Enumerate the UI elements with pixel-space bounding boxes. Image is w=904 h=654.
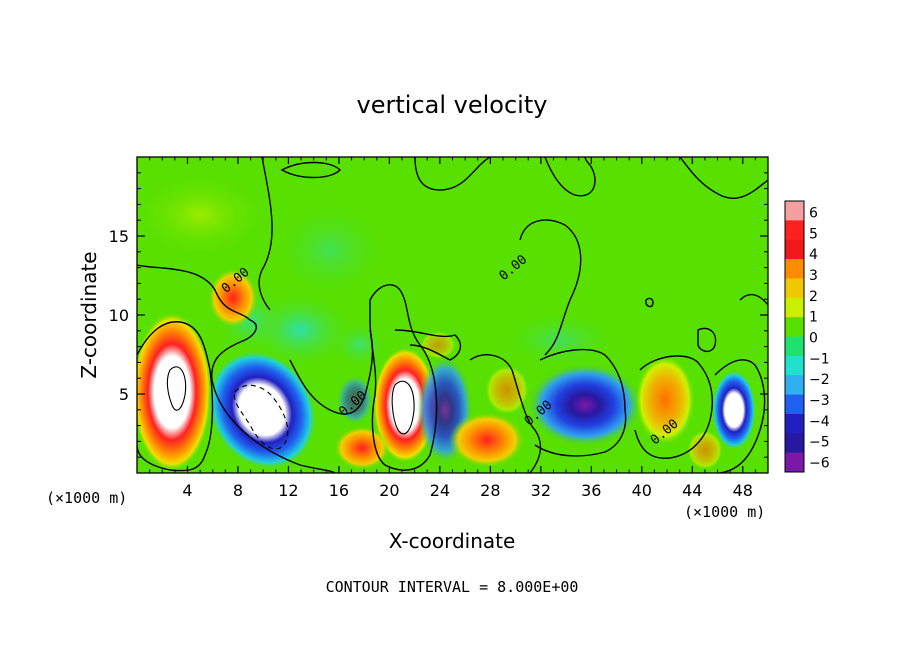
inner-contours	[166, 366, 415, 435]
colorbar-swatch	[785, 317, 804, 337]
updraft-cell	[334, 426, 390, 470]
colorbar-swatch	[785, 355, 804, 376]
updraft-cell	[420, 331, 456, 359]
colorbar-swatch	[785, 336, 804, 357]
x-tick-label: 24	[430, 481, 450, 500]
updraft-cell	[687, 430, 723, 470]
colorbar-tick-label: 0	[809, 331, 818, 347]
updraft-cell	[449, 412, 525, 468]
colorbar-frame	[784, 200, 805, 473]
colorbar-swatch	[785, 375, 804, 396]
x-tick-label: 40	[632, 481, 652, 500]
x-tick-label: 28	[480, 481, 500, 500]
x-tick-label: 12	[278, 481, 298, 500]
colorbar-swatch	[785, 413, 804, 434]
colorbar-tick-label: −2	[809, 372, 830, 388]
field-shade	[137, 170, 270, 260]
field-shade	[270, 200, 390, 300]
colorbar-swatch	[785, 452, 804, 473]
colorbar: 6 5 4 3 2 1 0 −1 −2 −3 −4 −5 −6	[784, 200, 830, 473]
updraft-cell	[208, 268, 258, 328]
y-axis-title: Z-coordinate	[77, 251, 101, 378]
x-tick-label: 36	[581, 481, 601, 500]
y-tick-label: 15	[109, 227, 129, 246]
colorbar-tick-label: −1	[809, 351, 830, 367]
field-shade	[330, 320, 390, 370]
downdraft-cell	[712, 370, 756, 450]
colorbar-tick-label: 5	[809, 226, 818, 242]
colorbar-tick-label: −3	[809, 393, 830, 409]
colorbar-swatch	[785, 220, 804, 241]
x-tick-label: 32	[531, 481, 551, 500]
x-tick-label: 20	[379, 481, 399, 500]
downdraft-cell	[527, 363, 643, 447]
x-axis: 4 8 12 16 20 24 28 32 36 40 44 48	[149, 157, 756, 500]
colorbar-swatch	[785, 201, 804, 221]
colorbar-tick-label: −4	[809, 414, 830, 430]
colorbar-tick-label: 3	[809, 268, 818, 284]
colorbar-tick-label: 2	[809, 289, 818, 305]
y-tick-label: 10	[109, 306, 129, 325]
chart-title: vertical velocity	[357, 91, 548, 119]
x-tick-label: 44	[682, 481, 702, 500]
updraft-cell	[137, 312, 212, 472]
updraft-cell	[485, 365, 529, 415]
colorbar-tick-label: 6	[809, 205, 818, 221]
zero-contours	[137, 157, 768, 473]
colorbar-swatch	[785, 259, 804, 279]
x-axis-title: X-coordinate	[389, 529, 516, 553]
colorbar-tick-label: 4	[809, 247, 818, 263]
colorbar-tick-label: 1	[809, 310, 818, 326]
colorbar-swatch	[785, 433, 804, 454]
field-shade	[500, 310, 620, 370]
x-tick-label: 8	[233, 481, 243, 500]
x-unit-right: (×1000 m)	[684, 503, 765, 521]
x-tick-label: 4	[182, 481, 192, 500]
updraft-cell	[635, 355, 695, 445]
contour-interval-note: CONTOUR INTERVAL = 8.000E+00	[326, 578, 579, 596]
downdraft-cell	[337, 375, 373, 425]
colorbar-tick-label: −6	[809, 456, 830, 472]
downdraft-cell	[207, 350, 317, 470]
colorbar-swatch	[785, 239, 804, 260]
y-axis: 5 10 15	[109, 172, 768, 458]
colorbar-tick-label: −5	[809, 435, 830, 451]
colorbar-swatch	[785, 278, 804, 299]
y-tick-label: 5	[119, 385, 129, 404]
x-tick-label: 16	[329, 481, 349, 500]
plot-area: 0.000.000.000.000.00	[137, 157, 768, 473]
colorbar-swatch	[785, 394, 804, 415]
x-tick-label: 48	[733, 481, 753, 500]
colorbar-swatch	[785, 297, 804, 318]
x-unit-left: (×1000 m)	[46, 489, 127, 507]
negative-contours	[233, 384, 289, 450]
